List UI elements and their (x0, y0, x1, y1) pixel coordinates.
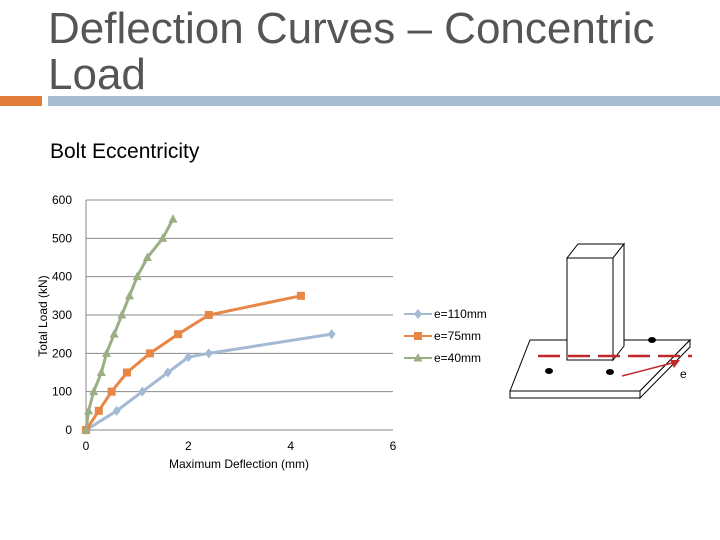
bolt-hole (545, 368, 553, 374)
x-tick-label: 4 (287, 439, 294, 453)
data-point-square (94, 406, 103, 415)
data-point-triangle (132, 271, 142, 281)
axes (85, 200, 393, 431)
slide-subtitle: Bolt Eccentricity (50, 140, 200, 163)
series-e=40mm (81, 214, 178, 434)
data-point-square (414, 332, 422, 340)
base-plate-front (509, 390, 641, 399)
data-point-triangle (142, 252, 152, 261)
data-point-square (145, 349, 154, 358)
y-tick-label: 100 (52, 385, 72, 399)
legend: e=110mm e=75mm e=40mm (404, 307, 487, 365)
y-tick-label: 600 (52, 193, 72, 207)
data-point-square (122, 368, 131, 377)
data-point-square (296, 291, 305, 300)
x-tick-label: 6 (390, 439, 397, 453)
data-point-triangle (89, 386, 99, 396)
accent-bar-blue (48, 96, 720, 106)
y-tick-label: 400 (52, 270, 72, 284)
accent-bar-orange (0, 96, 42, 106)
data-point-diamond (138, 386, 147, 397)
data-point-diamond (112, 405, 121, 416)
eccentricity-arrowhead (670, 360, 680, 368)
base-plate-diagram: e (509, 242, 692, 400)
grid-lines (86, 199, 393, 393)
data-point-triangle (109, 329, 119, 338)
y-tick-label: 500 (52, 231, 72, 245)
data-point-triangle (101, 348, 111, 357)
x-axis-title: Maximum Deflection (mm) (169, 457, 309, 471)
slide-title: Deflection Curves – Concentric Load (48, 4, 655, 99)
y-tick-label: 300 (52, 308, 72, 322)
data-point-diamond (204, 348, 213, 359)
data-point-triangle (96, 367, 106, 376)
data-point-square (204, 311, 213, 319)
data-point-triangle (168, 214, 178, 223)
column-front (566, 257, 614, 361)
tick-labels: 0 100 200 300 400 500 600 0 2 4 6 (52, 193, 397, 453)
y-tick-label: 0 (65, 423, 72, 437)
data-point-triangle (84, 405, 94, 415)
data-point-diamond (163, 367, 172, 378)
eccentricity-label: e (680, 367, 687, 381)
data-point-square (174, 330, 183, 339)
data-point-diamond (414, 309, 422, 319)
y-tick-label: 200 (52, 346, 72, 360)
data-point-square (107, 387, 116, 396)
data-point-triangle (124, 290, 134, 300)
data-point-triangle (413, 353, 423, 362)
x-tick-label: 0 (83, 439, 90, 453)
legend-label: e=40mm (434, 351, 481, 365)
legend-label: e=110mm (434, 307, 487, 321)
data-point-triangle (117, 310, 127, 319)
data-point-triangle (158, 233, 168, 242)
x-tick-label: 2 (185, 439, 192, 453)
bolt-hole (648, 337, 656, 343)
column-side (612, 242, 625, 362)
bolt-hole (606, 369, 614, 375)
data-point-diamond (184, 352, 193, 363)
data-point-triangle (81, 425, 91, 434)
series-group (81, 214, 336, 435)
data-point-diamond (327, 329, 336, 340)
legend-label: e=75mm (434, 329, 481, 343)
series-line (84, 218, 175, 431)
y-axis-title: Total Load (kN) (36, 275, 50, 356)
eccentricity-arrow-shaft (621, 361, 677, 377)
